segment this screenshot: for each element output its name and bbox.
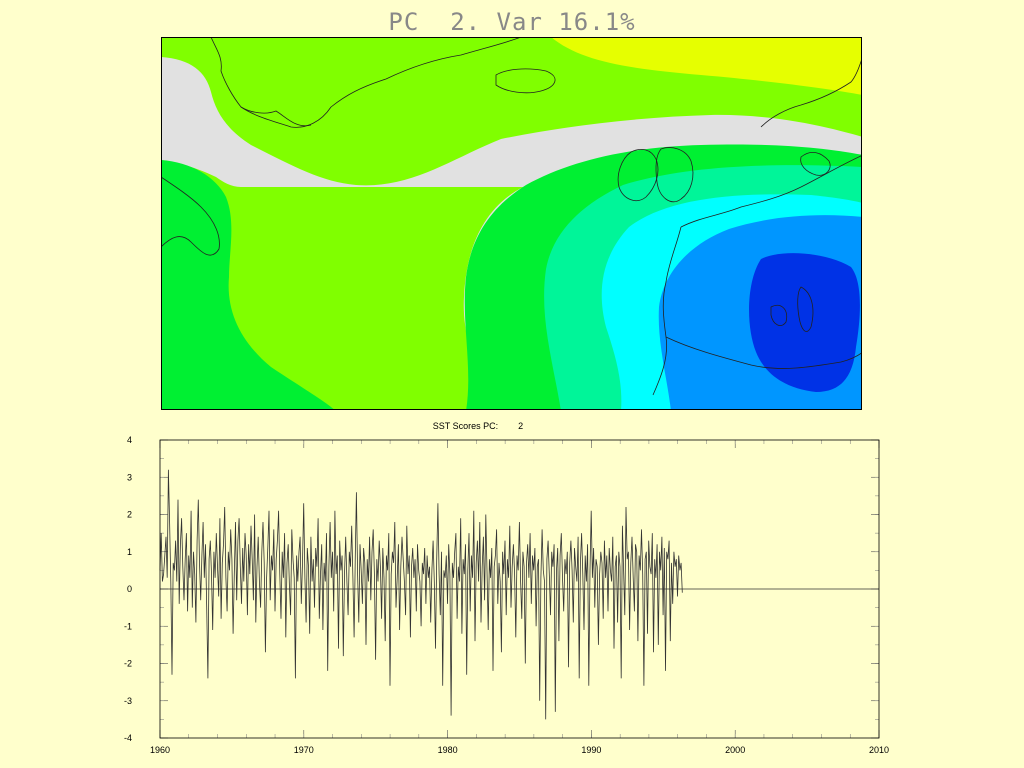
timeseries-chart: 4 3 2 1 0 -1 -2 -3 -4 1960 1970 1980 1990 2000 2010 (124, 435, 889, 755)
series-line (159, 469, 683, 720)
y-tick-label: 3 (127, 472, 132, 482)
x-tick-label: 1970 (294, 745, 314, 755)
region-yellow (551, 37, 862, 95)
timeseries-title: SST Scores PC: 2 (0, 421, 956, 431)
y-tick-label: 1 (127, 547, 132, 557)
x-tick-label: 2010 (869, 745, 889, 755)
x-tick-label: 1980 (438, 745, 458, 755)
x-tick-label: 1990 (581, 745, 601, 755)
x-tick-label: 1960 (150, 745, 170, 755)
y-tick-label: -4 (124, 733, 132, 743)
y-tick-label: -2 (124, 659, 132, 669)
plot-frame (159, 439, 880, 739)
region-green-west (161, 160, 335, 410)
x-tick-label: 2000 (725, 745, 745, 755)
coastlines (161, 37, 862, 396)
y-tick-label: -1 (124, 621, 132, 631)
y-tick-label: 4 (127, 435, 132, 445)
y-tick-label: 2 (127, 510, 132, 520)
y-tick-label: -3 (124, 696, 132, 706)
timeseries-title-label: SST Scores PC: (432, 421, 499, 431)
timeseries-pc-number: 2 (518, 421, 524, 431)
y-tick-label: 0 (127, 584, 132, 594)
map-title: PC 2. Var 16.1% (388, 8, 636, 36)
region-darkblue (749, 253, 860, 392)
pc-map (161, 37, 862, 410)
